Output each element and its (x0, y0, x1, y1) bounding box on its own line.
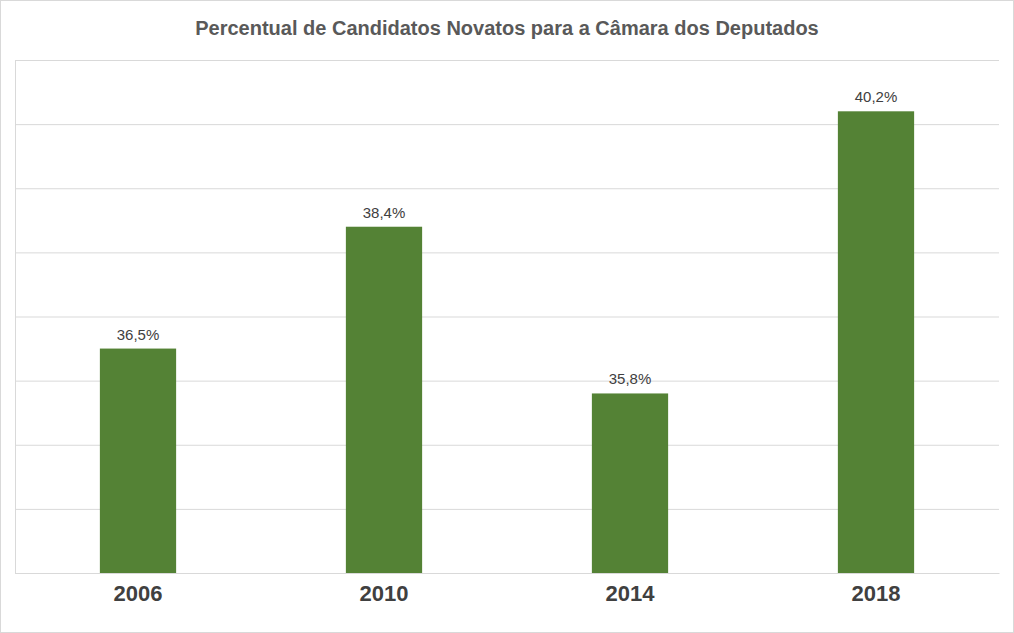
grid-line (15, 60, 999, 61)
data-label: 35,8% (609, 370, 652, 387)
x-tick-label: 2018 (852, 581, 901, 606)
data-labels: 36,5% 38,4% 35,8% 40,2% (117, 88, 898, 387)
data-label: 38,4% (363, 204, 406, 221)
bar (838, 111, 914, 573)
chart: 2006 2010 2014 2018 36,5% 38,4% 35,8% 40,2% Perc… (0, 0, 1014, 633)
grid-line (15, 573, 999, 574)
x-tick: 2018 (852, 573, 901, 606)
x-tick-label: 2010 (360, 581, 409, 606)
plot: 2006 2010 2014 2018 36,5% 38,4% 35,8% 40,2% (15, 61, 1000, 606)
x-tick-label: 2006 (114, 581, 163, 606)
x-axis-line (16, 573, 1000, 574)
x-tick: 2010 (360, 573, 409, 606)
title: Percentual de Candidatos Novatos para a … (195, 17, 819, 39)
x-tick: 2014 (606, 573, 656, 606)
bars (100, 111, 914, 573)
chart-border (1, 1, 1014, 633)
x-tick: 2006 (114, 573, 163, 606)
y-tick (15, 60, 999, 61)
x-axis: 2006 2010 2014 2018 (16, 573, 1000, 606)
y-tick (15, 573, 999, 574)
y-axis (15, 61, 999, 574)
y-axis-line (16, 61, 1000, 574)
bar (592, 393, 668, 573)
data-label: 40,2% (855, 88, 898, 105)
x-tick-label: 2014 (606, 581, 656, 606)
data-label: 36,5% (117, 326, 160, 343)
bar (346, 227, 422, 573)
bar (100, 349, 176, 573)
